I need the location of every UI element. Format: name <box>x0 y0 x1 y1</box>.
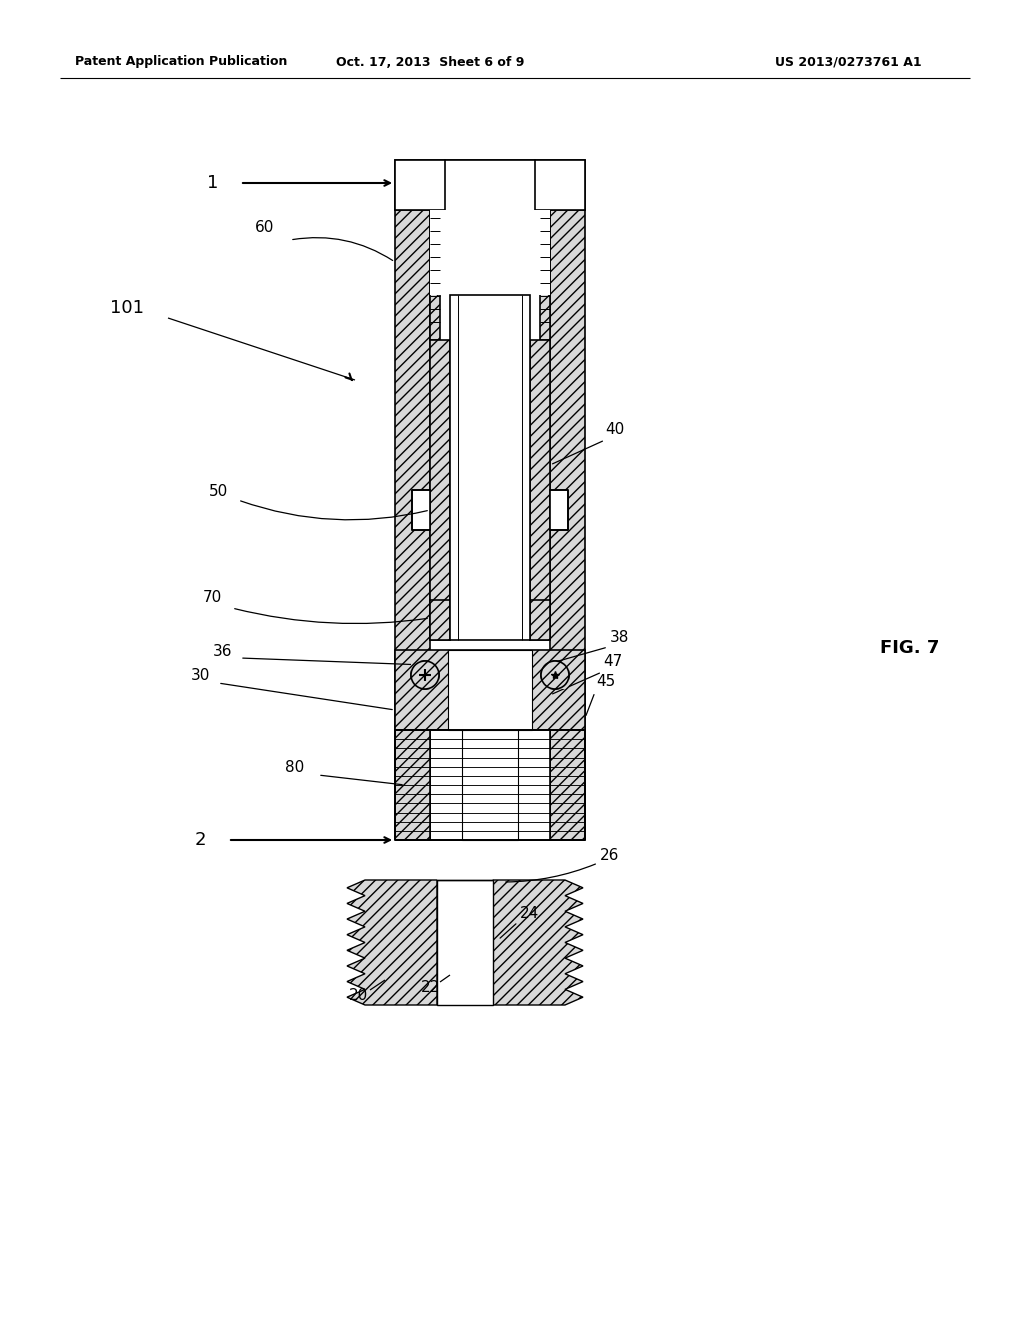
Text: 101: 101 <box>110 300 144 317</box>
Polygon shape <box>395 649 585 730</box>
Polygon shape <box>535 160 585 210</box>
Text: 70: 70 <box>203 590 222 606</box>
Polygon shape <box>430 210 440 341</box>
Polygon shape <box>437 880 493 1005</box>
Text: 20: 20 <box>349 987 368 1002</box>
Text: 2: 2 <box>195 832 206 849</box>
Polygon shape <box>430 341 450 640</box>
Polygon shape <box>550 730 585 840</box>
Text: 30: 30 <box>190 668 210 682</box>
Polygon shape <box>450 294 530 640</box>
Polygon shape <box>347 880 437 1005</box>
Circle shape <box>541 661 569 689</box>
Text: Oct. 17, 2013  Sheet 6 of 9: Oct. 17, 2013 Sheet 6 of 9 <box>336 55 524 69</box>
Text: Patent Application Publication: Patent Application Publication <box>75 55 288 69</box>
Polygon shape <box>445 160 535 224</box>
Text: 60: 60 <box>255 220 274 235</box>
Polygon shape <box>462 730 518 840</box>
Text: 45: 45 <box>596 675 615 689</box>
Polygon shape <box>449 649 532 730</box>
Polygon shape <box>430 210 550 294</box>
Text: 22: 22 <box>421 981 439 995</box>
Text: 1: 1 <box>207 174 218 191</box>
Polygon shape <box>550 490 568 531</box>
Text: 24: 24 <box>520 906 540 920</box>
Polygon shape <box>411 661 439 689</box>
Text: 38: 38 <box>610 631 630 645</box>
Polygon shape <box>493 880 583 1005</box>
Polygon shape <box>540 210 550 341</box>
Text: US 2013/0273761 A1: US 2013/0273761 A1 <box>775 55 922 69</box>
Polygon shape <box>395 160 585 210</box>
Polygon shape <box>395 730 430 840</box>
Circle shape <box>411 661 439 689</box>
Text: 47: 47 <box>603 655 623 669</box>
Text: 36: 36 <box>213 644 232 660</box>
Polygon shape <box>530 601 550 640</box>
Polygon shape <box>530 341 550 640</box>
Polygon shape <box>395 210 430 730</box>
Polygon shape <box>550 210 585 730</box>
Polygon shape <box>541 661 569 689</box>
Text: 80: 80 <box>285 760 304 776</box>
Polygon shape <box>430 601 450 640</box>
Text: 26: 26 <box>600 847 620 862</box>
Text: FIG. 7: FIG. 7 <box>880 639 939 657</box>
Text: 40: 40 <box>605 422 625 437</box>
Text: 50: 50 <box>209 484 228 499</box>
Polygon shape <box>412 490 430 531</box>
Polygon shape <box>395 160 445 210</box>
